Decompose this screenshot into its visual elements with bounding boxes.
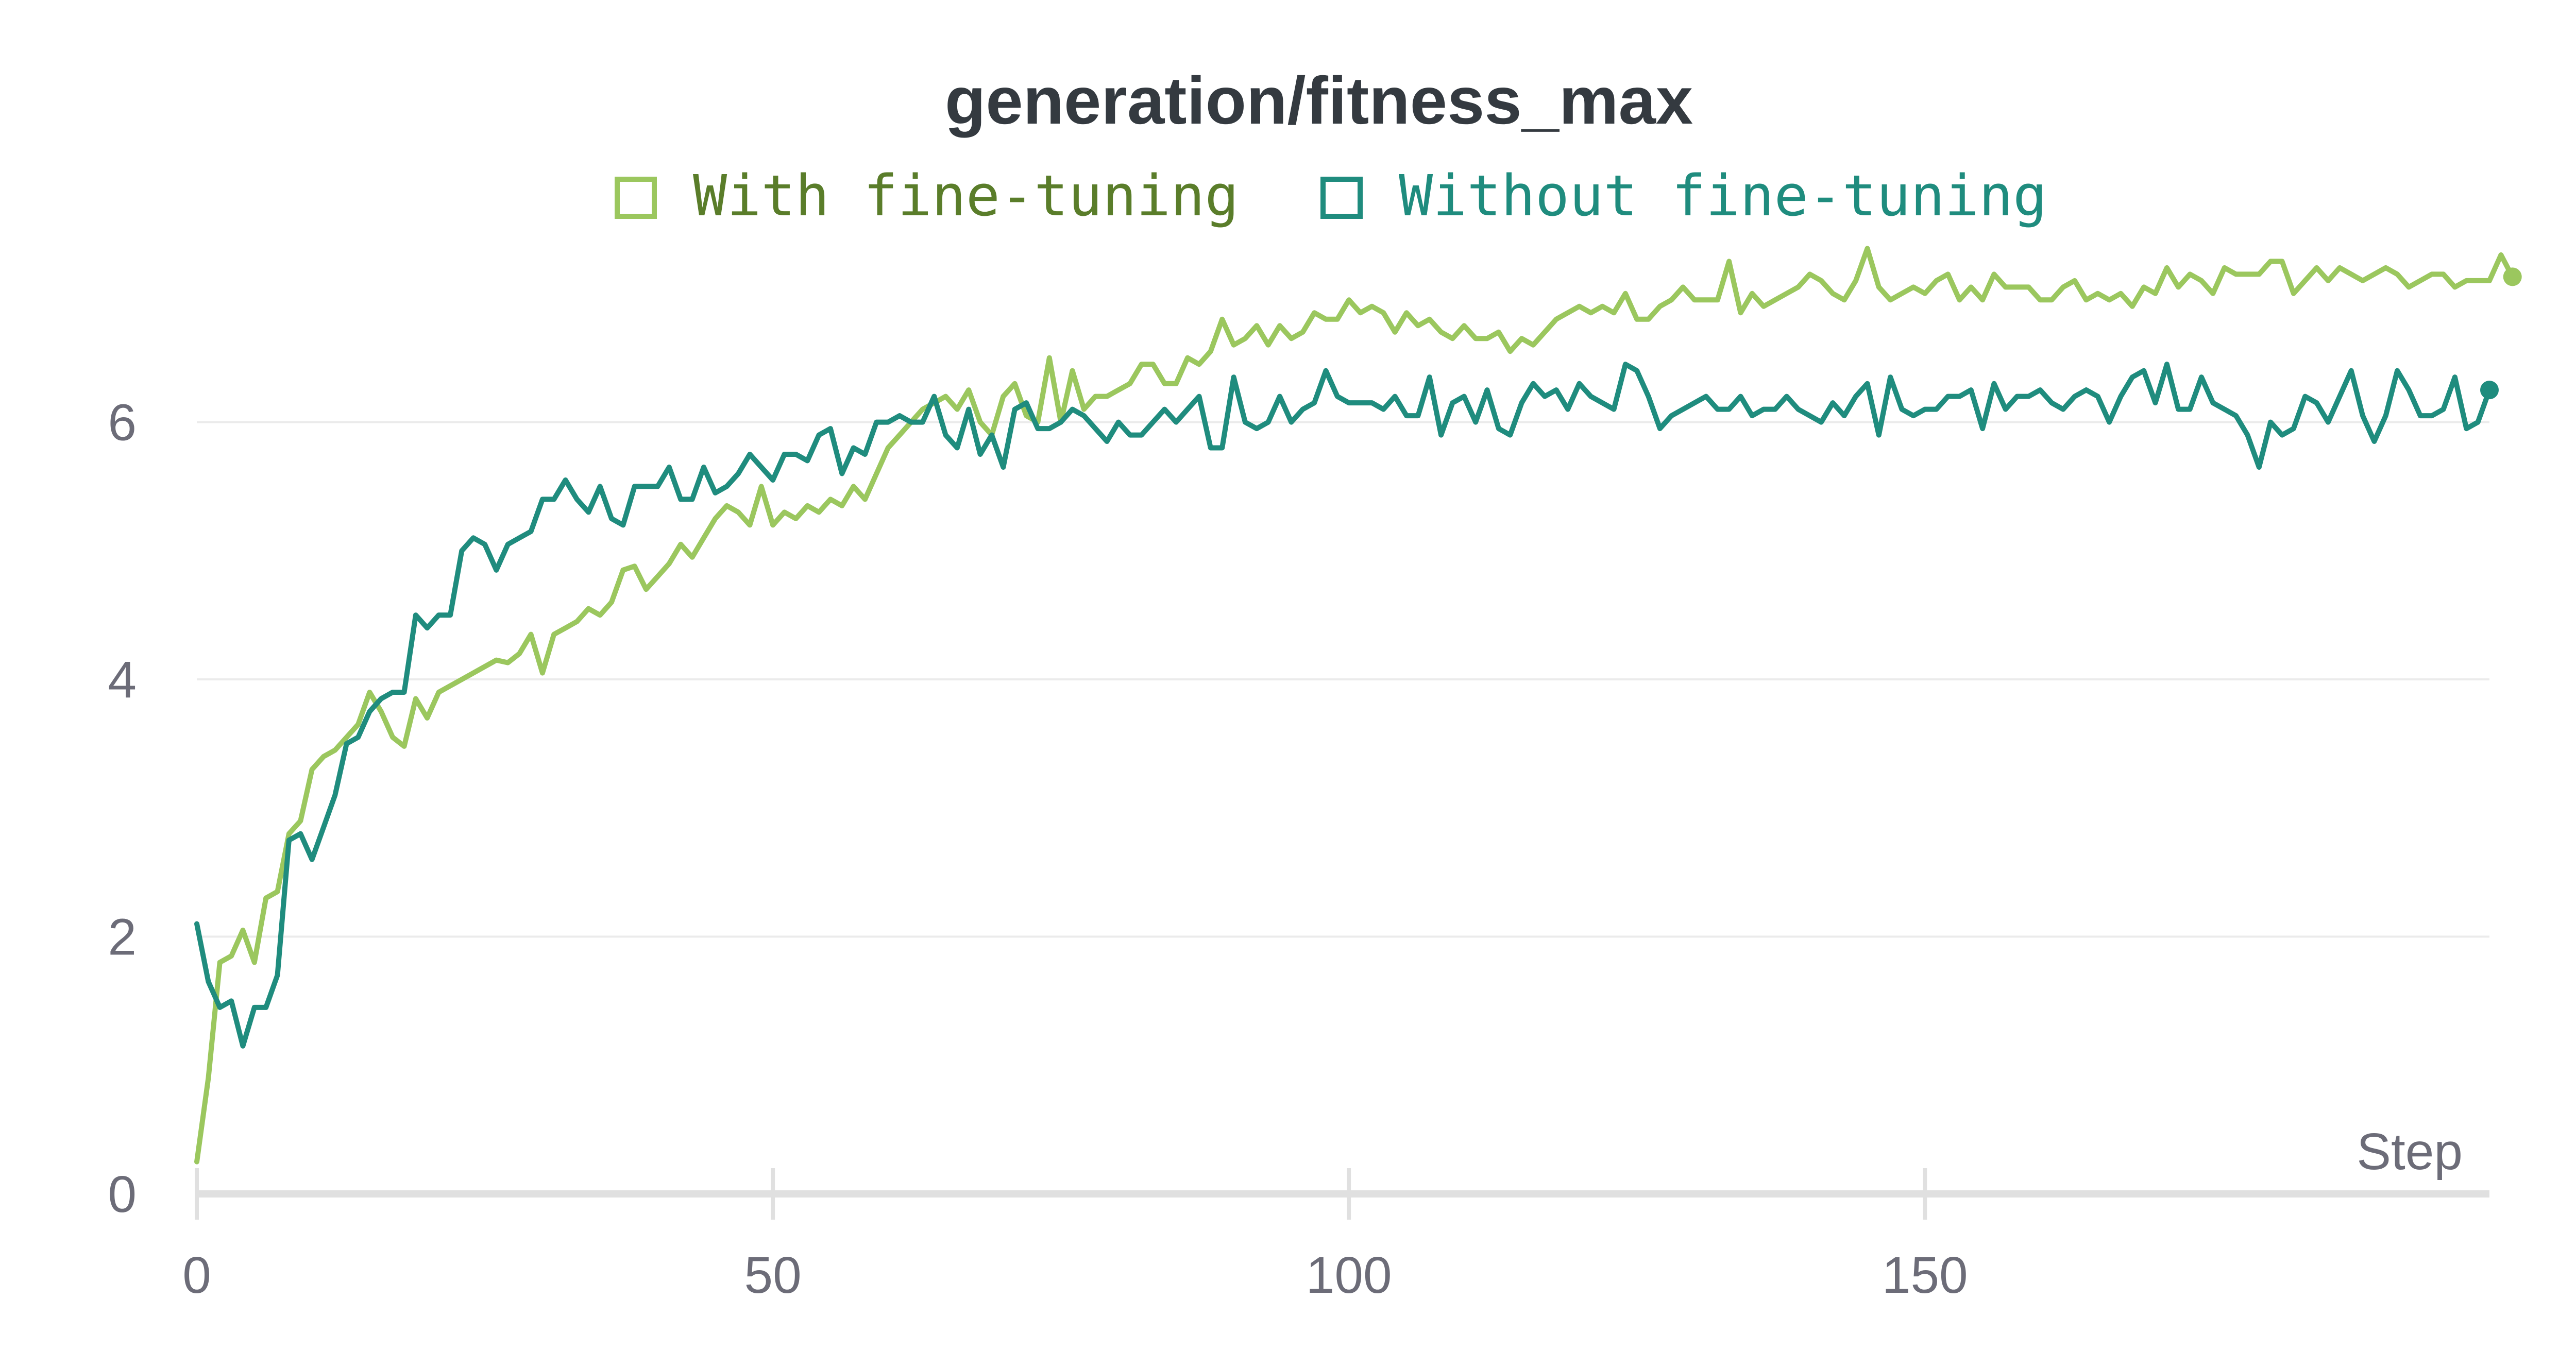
legend-item-without-fine-tuning[interactable]: Without fine-tuning — [1320, 163, 2047, 229]
x-tick-label: 100 — [1306, 1246, 1392, 1304]
x-tick-label: 0 — [182, 1246, 211, 1304]
series-line-without-fine-tuning — [194, 362, 2492, 1049]
legend-swatch-with-fine-tuning — [615, 177, 657, 219]
series-line-with-fine-tuning — [194, 246, 2515, 1165]
series-endpoint-without-fine-tuning — [2480, 381, 2499, 400]
y-tick-label: 0 — [108, 1166, 137, 1223]
y-axis-ticks: 0 2 4 6 — [108, 394, 137, 1223]
series-endpoint-with-fine-tuning — [2503, 267, 2522, 286]
x-tick-label: 150 — [1882, 1246, 1968, 1304]
legend-item-with-fine-tuning[interactable]: With fine-tuning — [615, 163, 1239, 229]
series-endpoints — [2480, 267, 2522, 400]
x-axis-label: Step — [2357, 1123, 2463, 1181]
chart-title: generation/fitness_max — [945, 63, 1693, 138]
y-tick-label: 6 — [108, 394, 137, 452]
legend-swatch-without-fine-tuning — [1320, 177, 1363, 219]
x-tick-label: 50 — [744, 1246, 801, 1304]
legend: With fine-tuning Without fine-tuning — [615, 163, 2047, 229]
y-tick-label: 2 — [108, 909, 137, 966]
legend-label-without-fine-tuning: Without fine-tuning — [1399, 163, 2047, 229]
series-lines — [194, 246, 2515, 1165]
x-axis-ticks: 0 50 100 150 — [182, 1168, 1968, 1304]
legend-label-with-fine-tuning: With fine-tuning — [693, 163, 1239, 229]
y-tick-label: 4 — [108, 651, 137, 709]
